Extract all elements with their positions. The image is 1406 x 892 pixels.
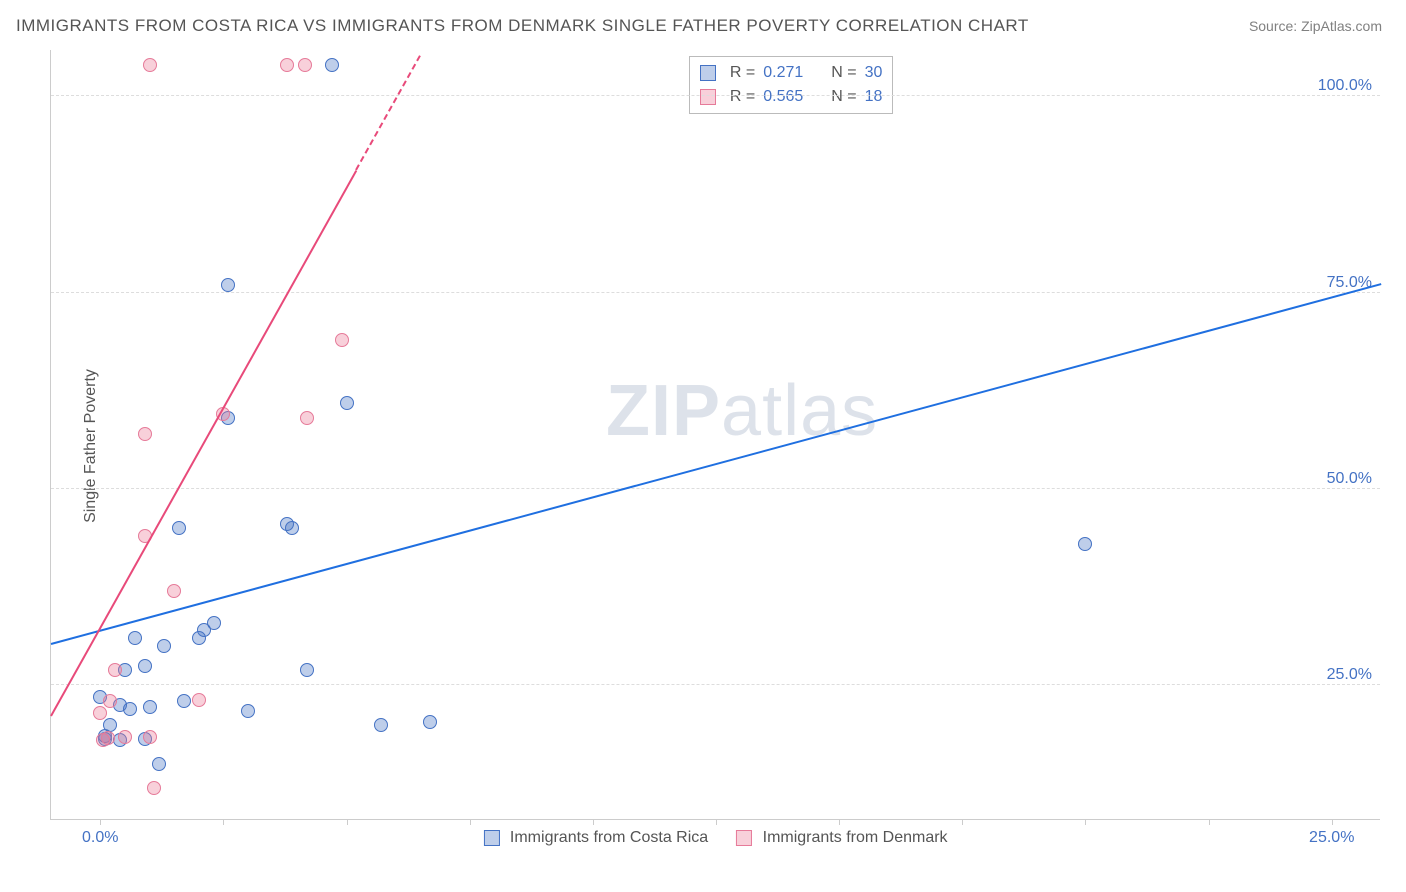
n-label: N = [831, 85, 856, 109]
data-point-costa_rica [143, 700, 157, 714]
stats-legend-box: R = 0.271 N = 30 R = 0.565 N = 18 [689, 56, 894, 114]
x-tick [593, 819, 594, 825]
data-point-costa_rica [221, 278, 235, 292]
data-point-denmark [280, 58, 294, 72]
data-point-costa_rica [157, 639, 171, 653]
data-point-costa_rica [197, 623, 211, 637]
data-point-denmark [118, 730, 132, 744]
data-point-denmark [167, 584, 181, 598]
data-point-costa_rica [374, 718, 388, 732]
data-point-costa_rica [285, 521, 299, 535]
data-point-denmark [143, 58, 157, 72]
grid-line [51, 95, 1380, 96]
data-point-costa_rica [325, 58, 339, 72]
legend-item-costa-rica: Immigrants from Costa Rica [483, 829, 708, 847]
swatch-costa-rica [700, 65, 716, 81]
data-point-denmark [103, 694, 117, 708]
plot-area: ZIPatlas R = 0.271 N = 30 R = 0.565 N = … [50, 50, 1380, 820]
x-tick [470, 819, 471, 825]
data-point-denmark [192, 693, 206, 707]
x-tick [962, 819, 963, 825]
n-value: 30 [865, 61, 883, 85]
x-tick [1209, 819, 1210, 825]
y-tick-label: 25.0% [1327, 666, 1372, 684]
bottom-legend: Immigrants from Costa Rica Immigrants fr… [483, 829, 947, 847]
data-point-denmark [298, 58, 312, 72]
x-tick [1332, 819, 1333, 825]
source-label: Source: ZipAtlas.com [1249, 18, 1382, 34]
data-point-costa_rica [177, 694, 191, 708]
x-tick [839, 819, 840, 825]
data-point-costa_rica [128, 631, 142, 645]
data-point-costa_rica [123, 702, 137, 716]
trend-line-dashed-denmark [356, 55, 422, 170]
x-tick [223, 819, 224, 825]
data-point-denmark [138, 427, 152, 441]
y-tick-label: 50.0% [1327, 470, 1372, 488]
grid-line [51, 684, 1380, 685]
swatch-denmark [736, 830, 752, 846]
swatch-costa-rica [483, 830, 499, 846]
legend-label: Immigrants from Costa Rica [510, 829, 708, 846]
data-point-costa_rica [152, 757, 166, 771]
data-point-denmark [300, 411, 314, 425]
data-point-denmark [93, 706, 107, 720]
x-tick-label: 25.0% [1309, 829, 1354, 847]
watermark: ZIPatlas [606, 370, 878, 452]
data-point-costa_rica [423, 715, 437, 729]
data-point-costa_rica [241, 704, 255, 718]
chart-title: IMMIGRANTS FROM COSTA RICA VS IMMIGRANTS… [16, 16, 1029, 36]
x-tick [100, 819, 101, 825]
x-tick [347, 819, 348, 825]
data-point-costa_rica [103, 718, 117, 732]
trend-line-costa_rica [51, 283, 1382, 645]
data-point-costa_rica [300, 663, 314, 677]
data-point-costa_rica [1078, 537, 1092, 551]
grid-line [51, 488, 1380, 489]
r-value: 0.565 [763, 85, 803, 109]
stats-row-denmark: R = 0.565 N = 18 [700, 85, 883, 109]
grid-line [51, 292, 1380, 293]
stats-row-costa-rica: R = 0.271 N = 30 [700, 61, 883, 85]
data-point-denmark [101, 731, 115, 745]
swatch-denmark [700, 89, 716, 105]
legend-label: Immigrants from Denmark [763, 829, 948, 846]
x-tick [1085, 819, 1086, 825]
legend-item-denmark: Immigrants from Denmark [736, 829, 947, 847]
n-label: N = [831, 61, 856, 85]
x-tick-label: 0.0% [82, 829, 118, 847]
y-tick-label: 100.0% [1318, 77, 1372, 95]
watermark-bold: ZIP [606, 371, 721, 451]
r-value: 0.271 [763, 61, 803, 85]
data-point-costa_rica [138, 659, 152, 673]
data-point-costa_rica [172, 521, 186, 535]
r-label: R = [730, 61, 755, 85]
data-point-denmark [143, 730, 157, 744]
r-label: R = [730, 85, 755, 109]
data-point-costa_rica [340, 396, 354, 410]
n-value: 18 [865, 85, 883, 109]
x-tick [716, 819, 717, 825]
data-point-denmark [335, 333, 349, 347]
data-point-denmark [108, 663, 122, 677]
data-point-denmark [147, 781, 161, 795]
